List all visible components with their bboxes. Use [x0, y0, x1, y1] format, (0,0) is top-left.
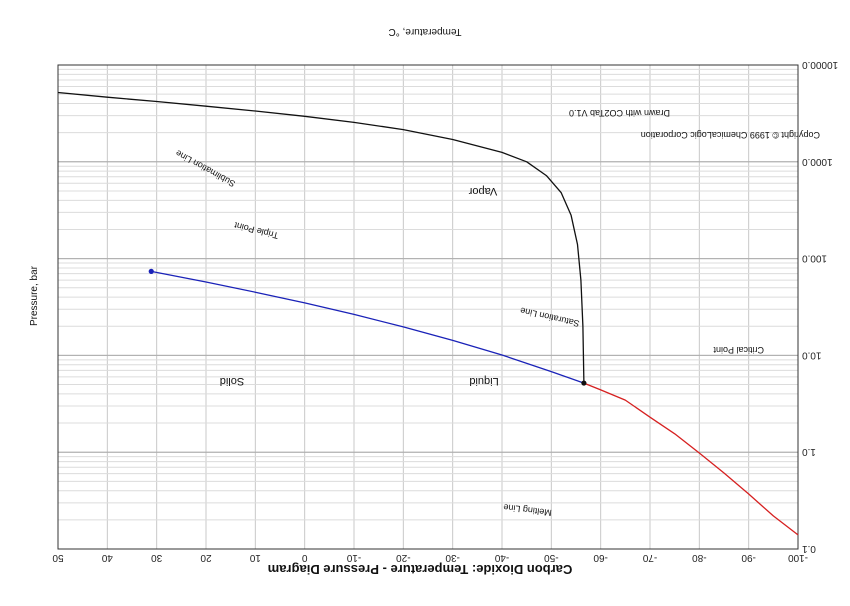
- annotation-copyright: Copyright © 1999 ChemicaLogic Corporatio…: [641, 130, 820, 140]
- region-label-liquid: Liquid: [469, 375, 498, 387]
- plot-frame: [57, 64, 799, 550]
- x-tick-label: 0: [301, 552, 307, 563]
- critical-point-marker: [148, 268, 154, 274]
- triple-point-marker: [581, 380, 587, 386]
- x-tick-label: 50: [52, 552, 64, 563]
- y-axis-label: Pressure, bar: [29, 265, 40, 326]
- annotation-drawn-with: Drawn with CO2Tab V1.0: [569, 108, 670, 118]
- region-label-vapor: Vapor: [468, 185, 497, 197]
- x-tick-label: 20: [200, 552, 212, 563]
- x-tick-label: -30: [445, 552, 460, 563]
- key-points: [148, 268, 587, 386]
- x-tick-label: -10: [346, 552, 361, 563]
- sublimation-line-series: [583, 382, 799, 536]
- x-tick-label: -70: [642, 552, 657, 563]
- series: [57, 91, 799, 536]
- y-tick-label: 10000.0: [802, 59, 839, 70]
- x-tick-label: -100: [788, 552, 808, 563]
- x-tick-label: 30: [151, 552, 163, 563]
- x-axis-label: Temperature, °C: [389, 26, 462, 37]
- saturation-line-series: [151, 270, 585, 384]
- chart-title: Carbon Dioxide: Temperature - Pressure D…: [268, 562, 573, 577]
- critical-point-label: Critical Point: [713, 345, 764, 355]
- y-tick-label: 10.0: [802, 349, 822, 360]
- x-tick-label: -40: [494, 552, 509, 563]
- y-tick-label: 1000.0: [802, 156, 833, 167]
- region-label-solid: Solid: [220, 375, 244, 387]
- y-tick-label: 1.0: [802, 446, 816, 457]
- y-tick-label: 0.1: [802, 543, 816, 554]
- x-tick-label: 40: [101, 552, 113, 563]
- axis-ticks: -100-90-80-70-60-50-40-30-20-10010203040…: [52, 59, 838, 563]
- y-tick-label: 100.0: [802, 253, 827, 264]
- grid: [58, 65, 798, 549]
- x-tick-label: 10: [249, 552, 261, 563]
- x-tick-label: -50: [544, 552, 559, 563]
- x-tick-label: -20: [396, 552, 411, 563]
- x-tick-label: -80: [692, 552, 707, 563]
- melting-line-series: [57, 91, 585, 384]
- x-tick-label: -90: [741, 552, 756, 563]
- x-tick-label: -60: [593, 552, 608, 563]
